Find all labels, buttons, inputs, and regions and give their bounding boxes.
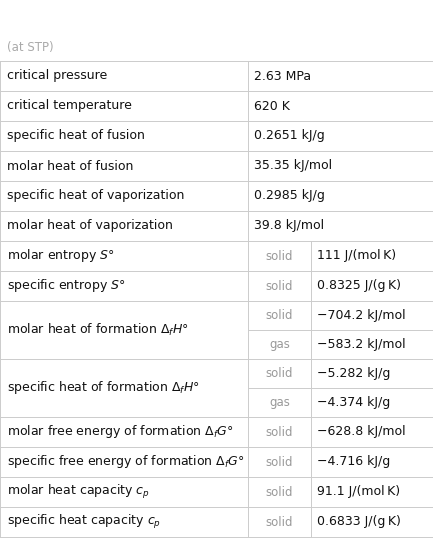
Text: gas: gas bbox=[269, 338, 290, 351]
Text: molar entropy $S\degree$: molar entropy $S\degree$ bbox=[7, 247, 115, 265]
Text: molar heat of vaporization: molar heat of vaporization bbox=[7, 220, 173, 233]
Text: specific entropy $S\degree$: specific entropy $S\degree$ bbox=[7, 278, 126, 294]
Text: molar heat capacity $c_p$: molar heat capacity $c_p$ bbox=[7, 483, 150, 501]
Text: 0.2651 kJ/g: 0.2651 kJ/g bbox=[254, 129, 325, 142]
Text: −628.8 kJ/mol: −628.8 kJ/mol bbox=[317, 426, 406, 439]
Text: critical pressure: critical pressure bbox=[7, 69, 107, 82]
Text: (at STP): (at STP) bbox=[7, 41, 54, 54]
Text: solid: solid bbox=[266, 280, 293, 293]
Text: solid: solid bbox=[266, 367, 293, 380]
Text: molar heat of fusion: molar heat of fusion bbox=[7, 160, 133, 173]
Text: specific free energy of formation $\Delta_f G\degree$: specific free energy of formation $\Delt… bbox=[7, 453, 245, 471]
Text: 111 J/(mol K): 111 J/(mol K) bbox=[317, 249, 396, 262]
Text: −583.2 kJ/mol: −583.2 kJ/mol bbox=[317, 338, 406, 351]
Text: solid: solid bbox=[266, 249, 293, 262]
Text: 0.6833 J/(g K): 0.6833 J/(g K) bbox=[317, 516, 401, 529]
Text: specific heat of formation $\Delta_f H\degree$: specific heat of formation $\Delta_f H\d… bbox=[7, 379, 200, 397]
Text: −4.716 kJ/g: −4.716 kJ/g bbox=[317, 456, 390, 469]
Text: 0.2985 kJ/g: 0.2985 kJ/g bbox=[254, 189, 325, 202]
Text: solid: solid bbox=[266, 485, 293, 498]
Text: gas: gas bbox=[269, 396, 290, 409]
Text: 2.63 MPa: 2.63 MPa bbox=[254, 69, 311, 82]
Text: solid: solid bbox=[266, 426, 293, 439]
Text: solid: solid bbox=[266, 309, 293, 322]
Text: 620 K: 620 K bbox=[254, 100, 290, 113]
Text: −4.374 kJ/g: −4.374 kJ/g bbox=[317, 396, 390, 409]
Text: solid: solid bbox=[266, 516, 293, 529]
Text: solid: solid bbox=[266, 456, 293, 469]
Text: critical temperature: critical temperature bbox=[7, 100, 132, 113]
Text: specific heat of fusion: specific heat of fusion bbox=[7, 129, 145, 142]
Text: −704.2 kJ/mol: −704.2 kJ/mol bbox=[317, 309, 406, 322]
Text: −5.282 kJ/g: −5.282 kJ/g bbox=[317, 367, 391, 380]
Text: 35.35 kJ/mol: 35.35 kJ/mol bbox=[254, 160, 332, 173]
Text: 39.8 kJ/mol: 39.8 kJ/mol bbox=[254, 220, 324, 233]
Text: 0.8325 J/(g K): 0.8325 J/(g K) bbox=[317, 280, 401, 293]
Text: molar heat of formation $\Delta_f H\degree$: molar heat of formation $\Delta_f H\degr… bbox=[7, 322, 189, 338]
Text: molar free energy of formation $\Delta_f G\degree$: molar free energy of formation $\Delta_f… bbox=[7, 424, 233, 440]
Text: specific heat capacity $c_p$: specific heat capacity $c_p$ bbox=[7, 513, 161, 531]
Text: 91.1 J/(mol K): 91.1 J/(mol K) bbox=[317, 485, 400, 498]
Text: specific heat of vaporization: specific heat of vaporization bbox=[7, 189, 184, 202]
